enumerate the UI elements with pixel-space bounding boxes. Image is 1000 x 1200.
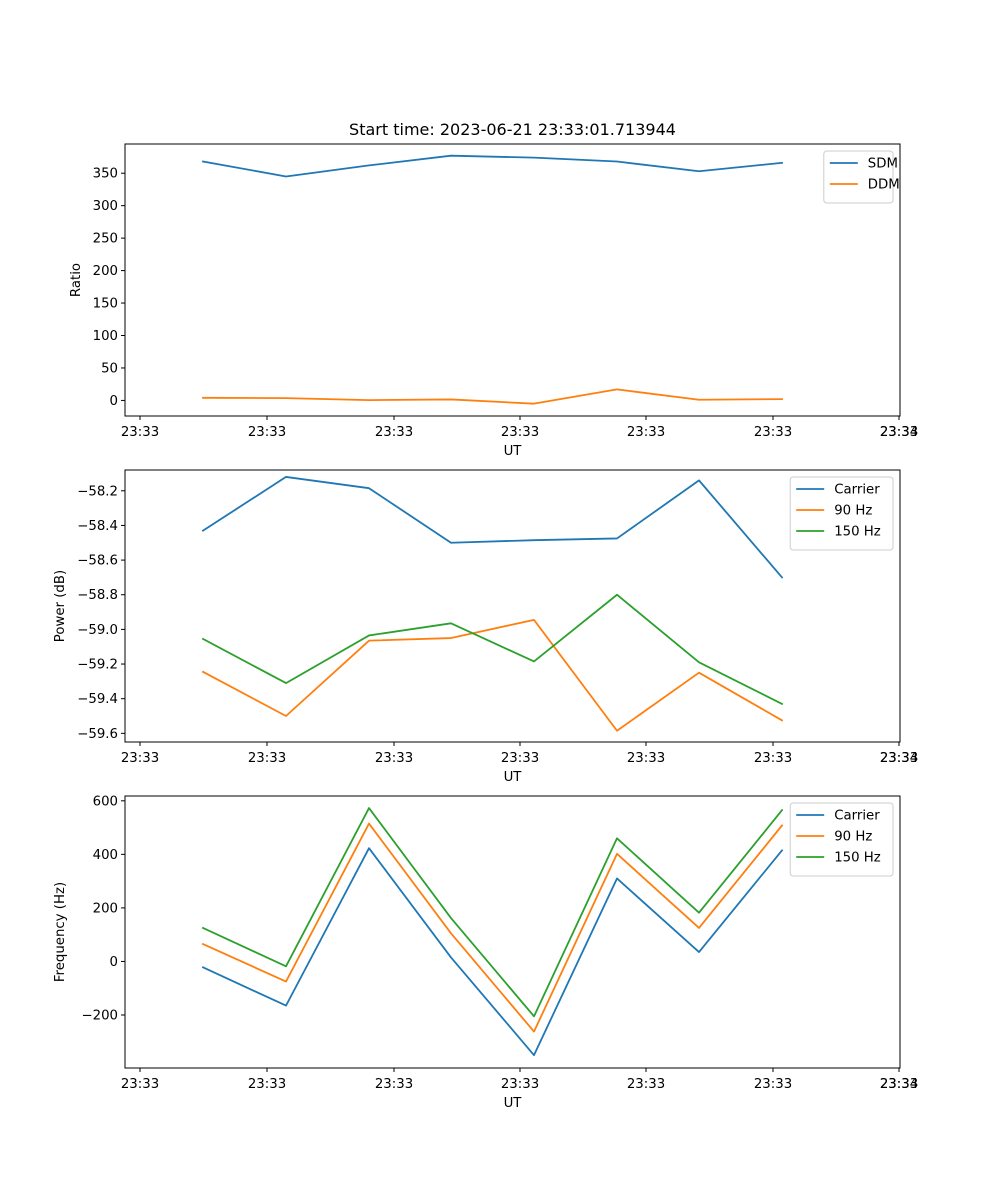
legend-entry: 150 Hz [834, 525, 881, 540]
x-tick-label: 23:33 [754, 751, 792, 766]
x-axis-label: UT [504, 1096, 523, 1111]
x-tick-label: 23:33 [754, 425, 792, 440]
legend-entry: Carrier [834, 483, 880, 498]
y-tick-label: 50 [101, 361, 118, 376]
subplot-1: Start time: 2023-06-21 23:33:01.713944 0 5… [69, 120, 918, 459]
series-line-carrier [201, 847, 784, 1057]
y-tick-label: −59.4 [77, 692, 118, 707]
x-tick-label: 23:33 [375, 425, 413, 440]
legend-entry: DDM [868, 178, 900, 193]
legend: SDM DDM [823, 150, 900, 204]
y-tick-label: 100 [93, 329, 118, 344]
legend-entry: SDM [868, 157, 898, 172]
series-line-sdm [201, 154, 783, 178]
x-tick-label: 23:33 [248, 1077, 286, 1092]
x-tick-label: 23:33 [121, 1077, 159, 1092]
y-axis-label: Frequency (Hz) [53, 882, 68, 982]
y-tick-label: 200 [93, 901, 118, 916]
legend-entry: Carrier [834, 809, 880, 824]
x-tick-label: 23:33 [627, 425, 665, 440]
series-line-ddm [202, 388, 783, 405]
y-tick-label: −58.8 [77, 588, 118, 603]
legend-entry: 90 Hz [834, 830, 872, 845]
x-axis-label: UT [504, 444, 523, 459]
y-tick-label: −58.6 [77, 554, 118, 569]
x-tick-label: 23:33 [627, 1077, 665, 1092]
x-tick-label: 23:33 [501, 1077, 539, 1092]
x-tick-label: 23:33 [754, 1077, 792, 1092]
x-tick-label: 23:33 [501, 425, 539, 440]
x-tick-label: 23:33 [501, 751, 539, 766]
y-tick-label: 600 [93, 794, 118, 809]
x-tick-label: 23:33 [375, 751, 413, 766]
plot-area [124, 795, 901, 1069]
y-tick-label: −59.2 [77, 658, 118, 673]
series-line-carrier [201, 476, 784, 579]
y-tick-label: −200 [81, 1008, 118, 1023]
y-axis-label: Power (dB) [53, 570, 68, 642]
y-tick-label: 400 [93, 848, 118, 863]
x-tick-label: 23:33 [248, 425, 286, 440]
series-line-90-hz [201, 822, 784, 1033]
y-tick-label: −58.2 [77, 484, 118, 499]
legend-box [823, 150, 894, 204]
x-tick-label: 23:33 [121, 425, 159, 440]
x-tick-label: 23:33 [248, 751, 286, 766]
chart-title: Start time: 2023-06-21 23:33:01.713944 [349, 120, 676, 139]
x-tick-label: 23:33 [880, 751, 918, 766]
y-axis-label: Ratio [69, 263, 84, 297]
plot-area [124, 469, 901, 743]
series-line-90-hz [201, 618, 784, 732]
y-tick-label: 250 [93, 232, 118, 247]
x-tick-label-last: 23:34 [880, 751, 918, 766]
series-line-150-hz [201, 593, 784, 706]
x-tick-label-last: 23:34 [880, 1077, 918, 1092]
y-tick-label: 0 [110, 394, 118, 409]
x-tick-label: 23:33 [627, 751, 665, 766]
y-tick-label: −58.4 [77, 519, 118, 534]
y-tick-label: 300 [93, 199, 118, 214]
x-tick-label-last: 23:34 [880, 425, 918, 440]
y-tick-label: 200 [93, 264, 118, 279]
x-tick-label: 23:33 [375, 1077, 413, 1092]
y-tick-label: 0 [110, 955, 118, 970]
y-tick-label: −59.0 [77, 623, 118, 638]
y-tick-label: −59.6 [77, 727, 118, 742]
x-tick-label: 23:33 [121, 751, 159, 766]
legend-entry: 90 Hz [834, 504, 872, 519]
plot-area [124, 143, 901, 417]
y-tick-label: 150 [93, 297, 118, 312]
x-axis-label: UT [504, 770, 523, 785]
series-line-150-hz [201, 807, 784, 1018]
x-tick-label: 23:33 [880, 1077, 918, 1092]
y-tick-label: 350 [93, 167, 118, 182]
legend: Carrier 90 Hz 150 Hz [789, 802, 894, 877]
legend: Carrier 90 Hz 150 Hz [789, 476, 894, 551]
legend-entry: 150 Hz [834, 851, 881, 866]
subplot-2: −59.6 −59.4 −59.2 −59.0 −58.8 −58.6 −58.4 −58.2… [53, 469, 918, 785]
x-tick-label: 23:33 [880, 425, 918, 440]
